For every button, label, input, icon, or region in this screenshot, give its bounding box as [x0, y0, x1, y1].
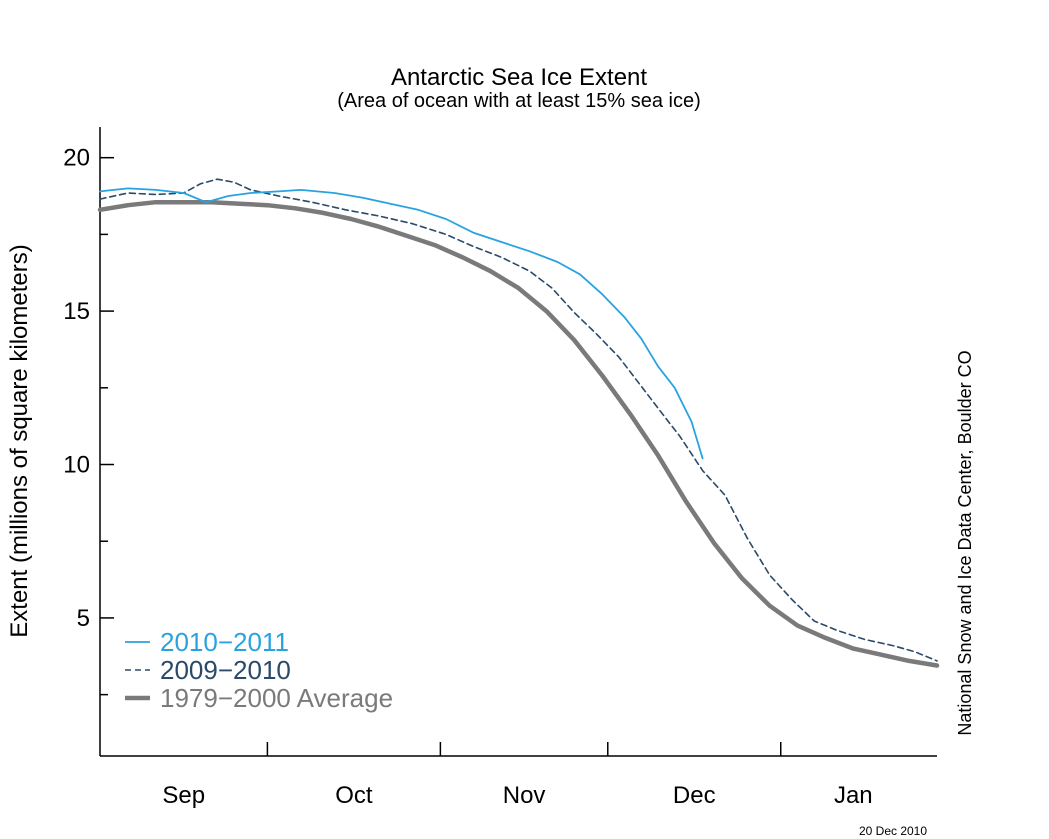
- x-tick-label: Nov: [503, 782, 546, 809]
- legend-label: 2010−2011: [160, 627, 289, 657]
- y-tick-label: 10: [63, 452, 90, 479]
- series-line: [97, 199, 940, 668]
- series-line: [99, 178, 938, 662]
- legend-label: 2009−2010: [160, 655, 291, 685]
- y-tick-label: 15: [63, 298, 90, 325]
- series-line: [99, 187, 704, 460]
- chart-subtitle: (Area of ocean with at least 15% sea ice…: [337, 90, 701, 112]
- chart-title: Antarctic Sea Ice Extent: [391, 64, 647, 91]
- series-lines: [97, 178, 940, 668]
- legend-label: 1979−2000 Average: [160, 683, 393, 713]
- axes: [99, 127, 937, 757]
- x-tick-label: Sep: [162, 782, 205, 809]
- x-tick-label: Oct: [335, 782, 373, 809]
- y-axis-label: Extent (millions of square kilometers): [6, 244, 33, 637]
- y-ticks: 20 15 10 5: [63, 145, 114, 696]
- y-tick-label: 5: [77, 605, 90, 632]
- x-ticks: Sep Oct Nov Dec Jan: [162, 742, 873, 809]
- credit-text: National Snow and Ice Data Center, Bould…: [955, 350, 975, 735]
- x-tick-label: Dec: [673, 782, 716, 809]
- date-stamp: 20 Dec 2010: [859, 824, 927, 838]
- y-tick-label: 20: [63, 145, 90, 172]
- x-tick-label: Jan: [834, 782, 873, 809]
